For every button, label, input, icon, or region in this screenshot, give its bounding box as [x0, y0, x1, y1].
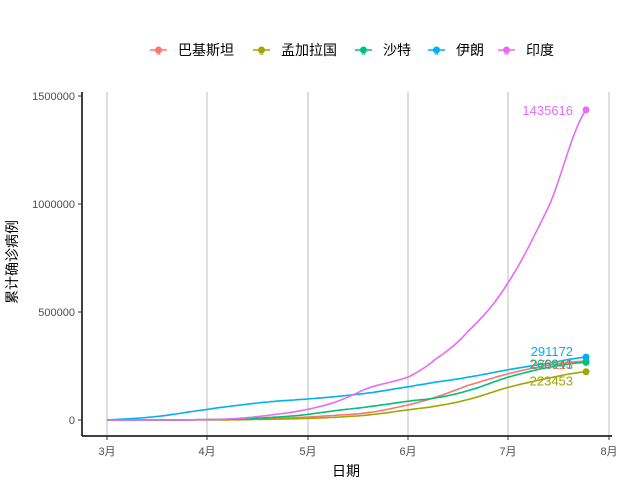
x-tick-label: 4月	[198, 446, 215, 458]
grid-lines	[106, 92, 610, 436]
x-axis-ticks: 3月 4月 5月 6月 7月 8月	[98, 436, 618, 458]
legend-label: 巴基斯坦	[178, 42, 234, 59]
end-value-label: 273113	[531, 357, 573, 372]
end-value-label: 223453	[530, 374, 573, 389]
series-line	[107, 361, 587, 421]
series-line	[106, 356, 587, 421]
data-lines	[106, 109, 587, 421]
end-point-marker	[582, 106, 590, 114]
legend-item: a 印度	[498, 43, 554, 59]
legend-glyph-icon: a	[434, 48, 439, 57]
legend-item: a 伊朗	[428, 43, 484, 59]
legend-label: 印度	[526, 43, 554, 59]
series-line	[107, 360, 587, 421]
legend: a 巴基斯坦 a 孟加拉国 a 沙特 a 伊朗 a 印度	[150, 42, 554, 59]
end-point-marker	[582, 368, 590, 376]
legend-label: 伊朗	[456, 43, 484, 59]
y-tick-label: 1000000	[32, 199, 75, 211]
x-tick-label: 3月	[98, 446, 115, 458]
end-value-label: 266941	[530, 356, 573, 371]
y-tick-label: 1500000	[32, 91, 75, 103]
end-value-label: 1435616	[522, 103, 573, 118]
y-tick-label: 0	[69, 415, 75, 427]
x-axis-title: 日期	[332, 464, 360, 480]
legend-item: a 沙特	[355, 43, 411, 59]
legend-marker-icon	[360, 46, 367, 54]
axes	[81, 92, 612, 437]
legend-marker-icon	[433, 46, 440, 54]
y-axis-title: 累计确诊病例	[5, 220, 21, 304]
legend-item: a 巴基斯坦	[150, 42, 234, 59]
end-point-marker	[582, 358, 590, 366]
legend-marker-icon	[258, 46, 265, 54]
legend-glyph-icon: a	[259, 48, 264, 57]
end-point-marker	[582, 353, 590, 361]
legend-label: 孟加拉国	[281, 43, 337, 59]
series-line	[107, 109, 587, 421]
y-axis-ticks: 0 500000 1000000 1500000	[32, 91, 82, 427]
legend-glyph-icon: a	[156, 48, 161, 57]
x-tick-label: 8月	[600, 446, 617, 458]
legend-marker-icon	[503, 46, 510, 54]
end-value-label: 291172	[531, 344, 573, 359]
legend-marker-icon	[155, 46, 162, 54]
x-tick-label: 7月	[499, 446, 516, 458]
legend-item: a 孟加拉国	[253, 43, 337, 59]
x-tick-label: 6月	[399, 446, 416, 458]
legend-glyph-icon: a	[504, 48, 509, 57]
legend-label: 沙特	[383, 43, 411, 59]
x-tick-label: 5月	[299, 446, 316, 458]
legend-glyph-icon: a	[361, 48, 366, 57]
y-tick-label: 500000	[38, 307, 75, 319]
